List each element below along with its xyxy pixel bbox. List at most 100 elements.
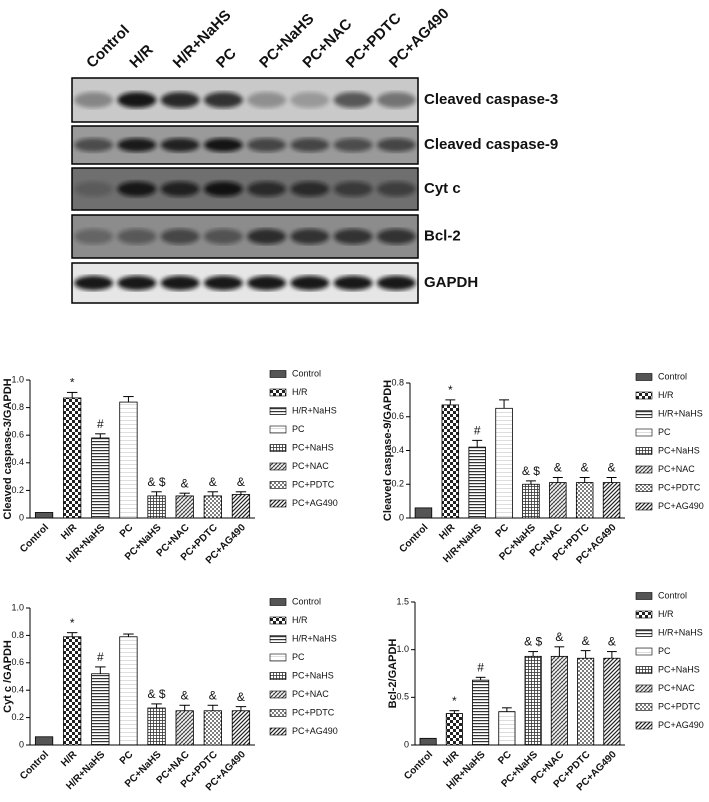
- blot-band: [247, 181, 287, 197]
- blot-band: [117, 181, 157, 197]
- y-tick-label: 0.4: [11, 457, 24, 467]
- legend-label: PC+NAC: [658, 464, 695, 474]
- bar: [231, 494, 251, 519]
- annotation: &: [209, 475, 217, 489]
- bar: [495, 407, 513, 519]
- blot-band: [290, 275, 330, 291]
- legend-swatch: [635, 502, 653, 511]
- bar: [603, 657, 621, 746]
- legend-label: PC+AG490: [658, 501, 704, 511]
- y-tick-label: 0.8: [391, 377, 404, 387]
- blot-band: [117, 138, 157, 152]
- blot-band: [247, 275, 287, 291]
- annotation: *: [70, 376, 75, 390]
- annotation: &: [181, 688, 189, 702]
- legend-swatch: [635, 465, 653, 474]
- y-axis-label: Bcl-2/GAPDH: [387, 639, 399, 709]
- blot-band: [333, 138, 373, 152]
- bar: [34, 512, 54, 519]
- bar: [91, 673, 110, 746]
- legend-label: PC: [658, 427, 671, 437]
- legend-swatch: [269, 388, 287, 397]
- blot-band: [203, 275, 243, 291]
- annotation: &: [209, 688, 217, 702]
- x-tick-label: H/R: [59, 749, 80, 770]
- legend-swatch: [635, 447, 653, 455]
- legend-swatch: [269, 370, 287, 378]
- y-tick-label: 0: [19, 739, 24, 749]
- bar: [203, 710, 222, 746]
- legend-swatch: [635, 647, 653, 656]
- bar: [203, 495, 222, 519]
- x-tick-label: PC: [118, 522, 136, 540]
- legend-label: PC+AG490: [292, 726, 338, 736]
- x-tick-label: Control: [18, 522, 51, 555]
- annotation: *: [452, 694, 457, 708]
- annotation: & $: [524, 635, 542, 649]
- y-tick-label: 0: [399, 512, 404, 522]
- y-tick-label: 0: [19, 512, 24, 522]
- legend-swatch: [269, 462, 287, 471]
- legend-label: H/R: [658, 390, 674, 400]
- legend-swatch: [269, 598, 287, 606]
- bar-chart: 0 0.2 0.4 0.6 0.8 1.0 Cyt c /GAPDH Control Contr…: [2, 596, 338, 793]
- annotation: *: [448, 383, 453, 397]
- blot-band: [160, 181, 200, 197]
- row-label: Cyt c: [424, 180, 461, 197]
- blot-band: [74, 181, 114, 197]
- blot-band: [247, 92, 287, 108]
- blot-band: [203, 138, 243, 152]
- bar: [91, 437, 110, 519]
- legend-swatch: [635, 592, 653, 600]
- legend-label: PC+NaHS: [292, 670, 334, 680]
- legend-swatch: [635, 373, 653, 381]
- legend-label: H/R+NaHS: [292, 633, 337, 643]
- blot-band: [376, 275, 416, 291]
- bar: [441, 404, 460, 519]
- legend-label: Control: [658, 590, 687, 600]
- lane-label: H/R: [126, 41, 156, 71]
- annotation: #: [474, 424, 481, 438]
- legend-label: H/R+NaHS: [292, 405, 337, 415]
- y-tick-label: 0.8: [11, 402, 24, 412]
- bar: [414, 507, 433, 519]
- legend-label: PC+PDTC: [658, 482, 701, 492]
- row-label: Cleaved caspase-9: [424, 136, 558, 153]
- blot-band: [160, 138, 200, 152]
- bar: [602, 482, 621, 519]
- bar: [34, 736, 54, 746]
- y-tick-label: 0: [404, 739, 409, 749]
- annotation: &: [181, 476, 189, 490]
- lane-label: PC: [213, 45, 240, 72]
- legend-label: PC+NaHS: [658, 664, 700, 674]
- bar: [522, 483, 540, 519]
- blot-band: [376, 138, 416, 152]
- bar: [468, 446, 486, 519]
- annotation: &: [555, 630, 563, 644]
- legend-label: H/R+NaHS: [658, 627, 703, 637]
- legend-swatch: [269, 727, 287, 736]
- bar: [119, 636, 138, 746]
- legend-label: PC: [658, 646, 671, 656]
- bar: [550, 655, 568, 746]
- legend-label: PC+NaHS: [292, 442, 334, 452]
- annotation: &: [237, 475, 245, 489]
- blot-band: [333, 92, 373, 108]
- legend-swatch: [635, 610, 653, 619]
- blot-band: [74, 138, 114, 152]
- bar-chart: 0 0.5 1.0 1.5 Bcl-2/GAPDH Control Control * H/R H…: [387, 590, 704, 793]
- annotation: &: [608, 461, 616, 475]
- annotation: &: [608, 635, 616, 649]
- legend-label: Control: [658, 371, 687, 381]
- y-axis-label: Cleaved caspase-9/GAPDH: [382, 380, 394, 521]
- bar: [498, 711, 516, 746]
- blot-band: [333, 228, 373, 245]
- bar: [575, 482, 594, 519]
- bar: [472, 679, 490, 746]
- legend-label: PC+PDTC: [292, 479, 335, 489]
- x-tick-label: PC: [493, 522, 511, 540]
- y-tick-label: 0.4: [391, 445, 404, 455]
- blot-band: [117, 275, 157, 291]
